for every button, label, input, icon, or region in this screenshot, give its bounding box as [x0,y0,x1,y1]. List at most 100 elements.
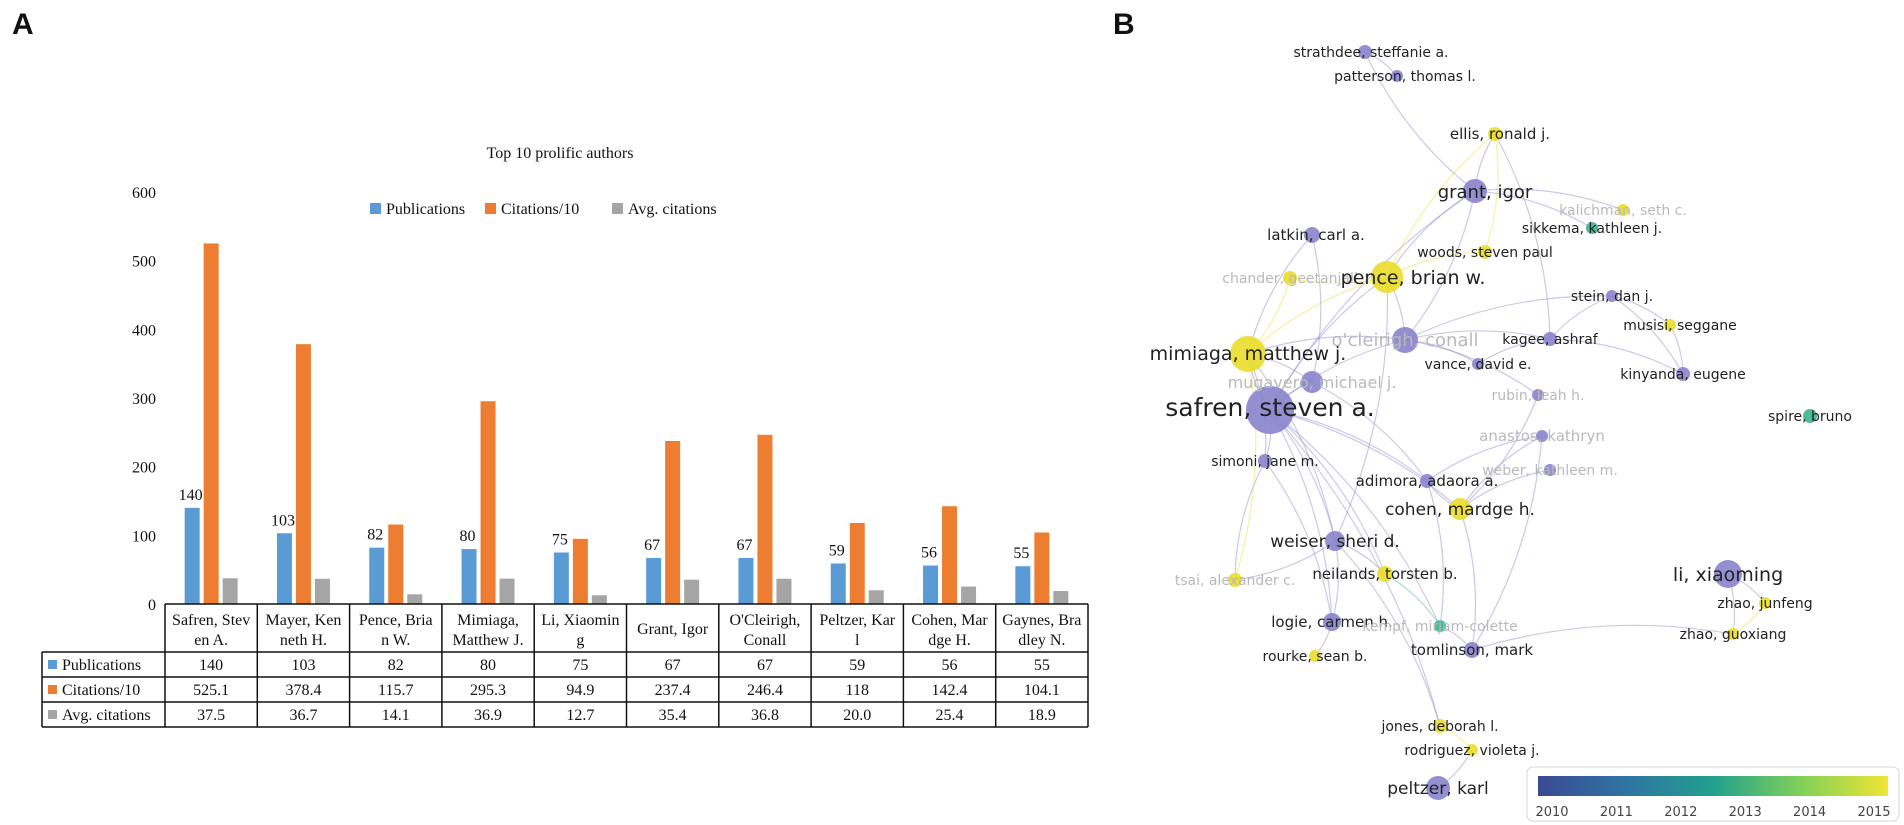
bar [849,522,865,604]
network-node [1258,454,1272,468]
table-cell: 20.0 [843,707,871,724]
network-node [1371,261,1403,293]
category-label: n W. [381,632,410,649]
network-edge [1477,338,1551,365]
bar [923,565,939,604]
network-node [1377,566,1393,582]
node-label: cohen, mardge h. [1385,500,1535,520]
network-edge [1494,133,1551,340]
bar [757,434,773,604]
bar [369,547,385,604]
network-edge [1234,460,1266,581]
bar [830,563,846,604]
category-label: Cohen, Mar [911,612,988,629]
table-row-swatch [48,685,57,694]
node-label: sikkema, kathleen j. [1522,221,1662,237]
network-edge [1471,624,1734,651]
network-edge [1269,409,1333,623]
table-cell: 36.8 [751,707,779,724]
bar [203,243,219,604]
colorbar [1538,776,1888,796]
colorbar-tick: 2011 [1600,805,1633,820]
table-cell: 67 [757,657,773,674]
bar-data-label: 80 [460,528,476,545]
legend-entry: Citations/10 [501,201,579,218]
node-label: zhao, junfeng [1717,596,1812,612]
table-cell: 18.9 [1028,707,1056,724]
network-node [1246,386,1294,434]
node-label: tomlinson, mark [1411,641,1534,659]
network-edge [1334,276,1389,542]
bar [868,590,884,604]
category-label: Grant, Igor [637,621,709,638]
category-label: Mayer, Ken [266,612,342,629]
category-label: Peltzer, Kar [819,612,895,629]
node-label: vance, david e. [1425,357,1532,373]
network-node [1543,332,1557,346]
table-cell: 525.1 [193,682,229,699]
category-label: O'Cleirigh, [730,612,801,629]
table-cell: 103 [291,657,315,674]
network-edge [1459,435,1543,510]
network-node [1434,620,1446,632]
node-label: weiser, sheri d. [1270,532,1400,552]
node-label: safren, steven a. [1165,393,1374,422]
colorbar-tick: 2014 [1793,805,1826,820]
table-cell: 140 [199,657,223,674]
network-node [1586,222,1598,234]
node-label: tsai, alexander c. [1175,573,1296,589]
bar [222,578,238,604]
network-edge [1247,353,1336,542]
category-label: dley N. [1018,632,1065,649]
bar [553,552,569,604]
network-node [1301,371,1323,393]
table-cell: 80 [480,657,496,674]
category-label: Safren, Stev [172,612,250,629]
category-label: en A. [194,632,228,649]
node-label: latkin, carl a. [1267,226,1365,244]
table-cell: 36.9 [474,707,502,724]
network-edge [1459,394,1539,510]
panel-a-label: A [12,8,34,41]
network-node [1478,245,1492,259]
network-edge [1471,435,1543,651]
network-edge [1269,409,1386,575]
table-cell: 237.4 [655,682,691,699]
table-cell: 142.4 [932,682,968,699]
table-cell: 37.5 [197,707,225,724]
table-cell: 12.7 [566,707,594,724]
network-node [1466,744,1478,756]
node-label: kinyanda, eugene [1620,367,1745,383]
network-edge [1386,190,1476,278]
network-edge [1404,295,1613,341]
network-edge [1234,353,1257,581]
bar [961,586,977,604]
bar [461,549,477,604]
node-label: neilands, torsten b. [1312,565,1457,583]
network-edge [1426,480,1445,627]
category-label: l [855,632,860,649]
network-edge [1234,540,1336,581]
node-label: woods, steven paul [1417,245,1553,261]
table-cell: 59 [849,657,865,674]
node-label: o'cleirigh, conall [1332,330,1479,351]
bar-data-label: 56 [921,545,937,562]
category-label: Mimiaga, [457,612,519,629]
bar-data-label: 67 [644,537,660,554]
network-edge [1311,234,1322,383]
legend-swatch [370,203,381,214]
bar [665,440,681,604]
y-tick-label: 600 [132,185,156,202]
network-node [1392,327,1418,353]
chart-title: Top 10 prolific authors [487,145,634,162]
colorbar-tick: 2013 [1729,805,1762,820]
colorbar-tick: 2015 [1857,805,1890,820]
table-cell: 94.9 [566,682,594,699]
category-label: Conall [744,632,787,649]
node-label: zhao, guoxiang [1680,627,1787,643]
network-edge [1264,460,1333,623]
node-label: kagee, ashraf [1502,332,1599,348]
category-label: neth H. [280,632,327,649]
network-edge [1549,295,1613,340]
network-edge [1549,338,1684,375]
